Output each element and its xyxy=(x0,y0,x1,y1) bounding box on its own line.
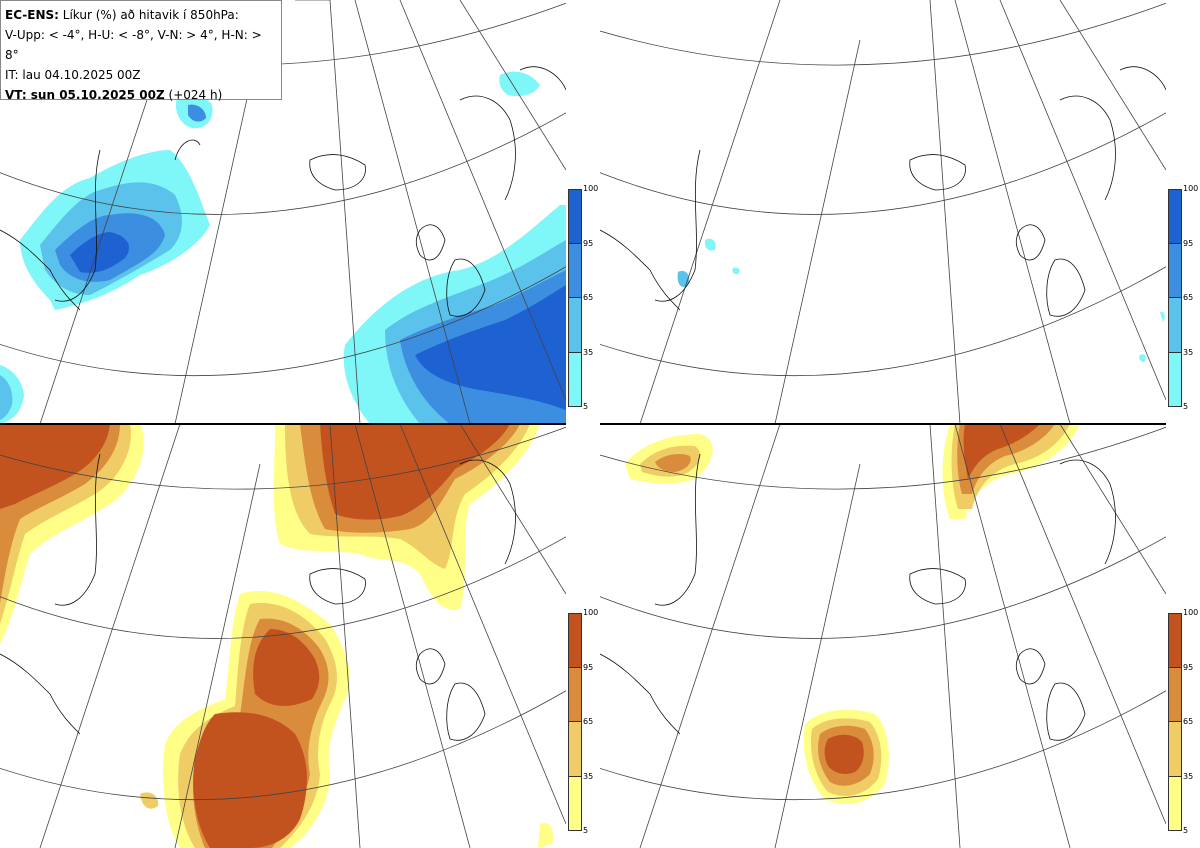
colorbar-segment xyxy=(568,613,582,668)
colorbar-segment xyxy=(1168,613,1182,668)
colorbar-segment xyxy=(568,667,582,722)
colorbar-segment xyxy=(568,189,582,244)
colorbar-segment xyxy=(568,298,582,353)
colorbar-tick-label: 5 xyxy=(583,826,589,835)
colorbar-tick-label: 100 xyxy=(1183,184,1199,193)
coastline-tr xyxy=(600,66,1166,317)
colorbar-tick-label: 65 xyxy=(583,717,594,726)
colorbar-tick-label: 100 xyxy=(1183,608,1199,617)
colorbar-tick-label: 35 xyxy=(1183,771,1194,781)
map-panel-warm-8 xyxy=(600,424,1166,848)
probability-field-tr xyxy=(677,238,1165,362)
coastline-tl xyxy=(0,66,566,317)
model-label: EC-ENS: xyxy=(5,8,59,22)
panel-divider-left xyxy=(0,423,566,425)
colorbar-tick-label: 95 xyxy=(1183,238,1194,248)
graticule-bl xyxy=(0,424,566,848)
colorbar-tick-label: 100 xyxy=(583,608,599,617)
colorbar-segment xyxy=(1168,667,1182,722)
colorbar-warm-8 xyxy=(1168,613,1182,831)
colorbar-tick-label: 100 xyxy=(583,184,599,193)
coastline-br xyxy=(600,453,1116,741)
colorbar-tick-label: 95 xyxy=(583,662,594,672)
colorbar-tick-label: 5 xyxy=(583,402,589,411)
coastline-bl xyxy=(0,453,516,741)
valid-time: VT: sun 05.10.2025 00Z xyxy=(5,88,165,102)
map-panel-cold-4: EC-ENS: Líkur (%) að hitavik í 850hPa: V… xyxy=(0,0,566,424)
init-time: IT: lau 04.10.2025 00Z xyxy=(5,68,141,82)
colorbar-cold-4 xyxy=(568,189,582,407)
map-panel-cold-8 xyxy=(600,0,1166,424)
map-warm-4 xyxy=(0,424,566,848)
colorbar-segment xyxy=(568,243,582,298)
colorbar-warm-4 xyxy=(568,613,582,831)
graticule-br xyxy=(600,424,1166,848)
colorbar-tick-label: 35 xyxy=(1183,347,1194,357)
colorbar-cold-8 xyxy=(1168,189,1182,407)
probability-field-br xyxy=(625,424,1080,804)
colorbar-tick-label: 65 xyxy=(583,293,594,302)
map-legend-header: EC-ENS: Líkur (%) að hitavik í 850hPa: V… xyxy=(0,0,282,102)
colorbar-tick-label: 35 xyxy=(583,771,594,781)
map-panel-warm-4 xyxy=(0,424,566,848)
panel-divider-right xyxy=(600,423,1166,425)
probability-field-bl xyxy=(0,424,554,848)
colorbar-segment xyxy=(1168,243,1182,298)
colorbar-tick-label: 5 xyxy=(1183,402,1189,411)
colorbar-segment xyxy=(568,352,582,407)
colorbar-tick-label: 65 xyxy=(1183,293,1194,302)
colorbar-segment xyxy=(1168,189,1182,244)
colorbar-segment xyxy=(1168,722,1182,777)
colorbar-segment xyxy=(1168,352,1182,407)
lead-time: (+024 h) xyxy=(168,88,223,102)
map-cold-8 xyxy=(600,0,1166,424)
colorbar-tick-label: 95 xyxy=(1183,662,1194,672)
map-warm-8 xyxy=(600,424,1166,848)
colorbar-segment xyxy=(1168,776,1182,831)
colorbar-tick-label: 35 xyxy=(583,347,594,357)
colorbar-segment xyxy=(1168,298,1182,353)
probability-field-tl xyxy=(0,71,566,424)
colorbar-tick-label: 65 xyxy=(1183,717,1194,726)
colorbar-tick-label: 95 xyxy=(583,238,594,248)
colorbar-tick-label: 5 xyxy=(1183,826,1189,835)
colorbar-segment xyxy=(568,776,582,831)
thresholds-text: V-Upp: < -4°, H-U: < -8°, V-N: > 4°, H-N… xyxy=(5,28,262,62)
map-title: Líkur (%) að hitavik í 850hPa: xyxy=(62,8,239,22)
graticule-tr xyxy=(600,0,1166,424)
colorbar-segment xyxy=(568,722,582,777)
